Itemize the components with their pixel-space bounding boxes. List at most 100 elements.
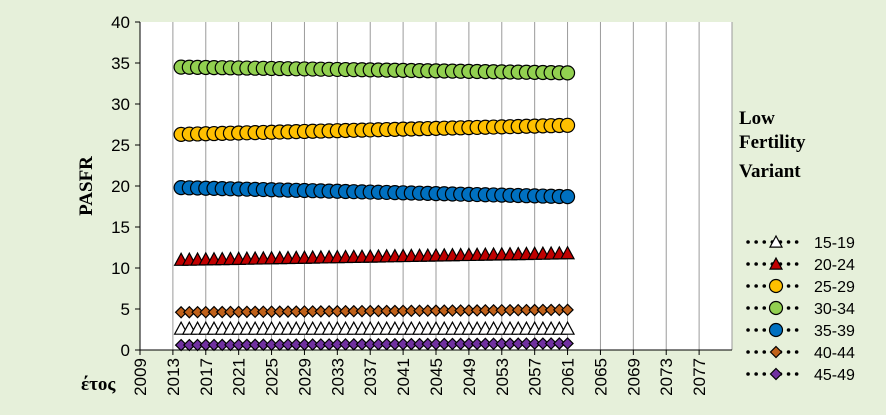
data-point: [298, 338, 311, 351]
axes: 2009 2013 2017 2021 2025 2029 2033 2037 2041 2045…: [111, 13, 732, 396]
legend-marker: [768, 234, 784, 248]
data-point: [552, 337, 566, 350]
x-tick-label: 2029: [295, 358, 314, 396]
x-tick-label: 2017: [197, 358, 216, 396]
y-tick-label: 15: [111, 218, 130, 237]
y-tick-label: 40: [111, 13, 130, 32]
x-tick-label: 2025: [263, 358, 282, 396]
legend-marker: [768, 322, 784, 338]
data-point: [561, 337, 574, 350]
x-tick-label: 2061: [559, 358, 578, 396]
legend-label: 35-39: [814, 323, 855, 340]
legend-label: 25-29: [814, 279, 855, 296]
data-point: [388, 337, 402, 351]
legend-item-20-24: 20-24: [746, 256, 855, 274]
x-tick-label: 2049: [460, 358, 479, 396]
x-tick-label: 2057: [526, 358, 545, 396]
data-point: [224, 338, 237, 352]
data-point: [559, 189, 576, 205]
legend: 15-19 20-24 25-29 30-34 35-39 40-44 45-49: [746, 234, 855, 384]
data-point: [273, 338, 287, 352]
legend-item-45-49: 45-49: [746, 367, 855, 384]
x-tick-label: 2065: [591, 358, 610, 396]
y-tick-label: 20: [111, 177, 130, 196]
data-point: [191, 338, 204, 352]
y-axis-label: PASFR: [76, 156, 97, 216]
data-point: [421, 337, 435, 351]
legend-item-15-19: 15-19: [746, 234, 855, 252]
data-point: [289, 338, 303, 351]
legend-marker: [768, 256, 784, 270]
y-tick-label: 10: [111, 259, 130, 278]
x-tick-label: 2037: [361, 358, 380, 396]
series-35-39: [173, 180, 576, 205]
legend-item-35-39: 35-39: [746, 322, 855, 340]
data-point: [454, 337, 468, 351]
data-point: [396, 337, 410, 351]
data-point: [511, 337, 525, 350]
data-point: [478, 337, 492, 351]
legend-item-40-44: 40-44: [746, 345, 855, 362]
data-point: [174, 338, 188, 352]
data-point: [199, 338, 213, 352]
plot-area: [173, 59, 576, 352]
data-point: [446, 337, 459, 351]
x-tick-label: 2041: [394, 358, 413, 396]
legend-label: 20-24: [814, 257, 855, 274]
x-tick-label: 2013: [164, 358, 183, 396]
x-tick-label: 2073: [657, 358, 676, 396]
legend-marker: [768, 300, 784, 316]
data-point: [536, 337, 550, 350]
series-20-24: [173, 245, 576, 266]
data-point: [240, 338, 254, 352]
data-point: [560, 245, 576, 260]
data-point: [380, 337, 394, 351]
data-point: [437, 337, 451, 351]
data-point: [404, 337, 418, 351]
legend-marker: [768, 278, 784, 294]
data-point: [314, 338, 328, 351]
x-tick-label: 2033: [328, 358, 347, 396]
data-point: [503, 337, 517, 351]
data-point: [413, 337, 426, 351]
data-point: [182, 338, 196, 352]
data-point: [248, 338, 262, 352]
data-point: [495, 337, 509, 351]
legend-item-30-34: 30-34: [746, 300, 855, 318]
x-tick-label: 2009: [131, 358, 150, 396]
data-point: [339, 338, 352, 351]
chart-title-line-2: Fertility: [739, 132, 806, 153]
data-point: [528, 337, 542, 350]
legend-marker: [769, 367, 783, 381]
labels: PASFR έτος Low Fertility Variant: [76, 108, 806, 395]
series-15-19: [173, 320, 576, 335]
data-point: [330, 338, 344, 351]
x-tick-label: 2077: [690, 358, 709, 396]
data-point: [355, 337, 369, 351]
data-point: [265, 338, 278, 352]
legend-label: 15-19: [814, 235, 855, 252]
data-point: [207, 338, 221, 352]
legend-item-25-29: 25-29: [746, 278, 855, 296]
data-point: [232, 338, 246, 352]
y-tick-label: 0: [121, 341, 130, 360]
data-point: [347, 337, 361, 351]
x-tick-label: 2021: [230, 358, 249, 396]
data-point: [487, 337, 500, 351]
x-tick-label: 2045: [427, 358, 446, 396]
legend-label: 30-34: [814, 301, 855, 318]
data-point: [462, 337, 476, 351]
x-tick-label: 2053: [493, 358, 512, 396]
chart-title-line-1: Low: [739, 108, 775, 129]
data-point: [281, 338, 295, 351]
data-point: [372, 337, 385, 351]
data-point: [363, 337, 377, 351]
legend-label: 45-49: [814, 367, 855, 384]
y-tick-label: 5: [121, 300, 130, 319]
chart-title-line-3: Variant: [739, 161, 801, 182]
legend-marker: [769, 345, 783, 359]
x-tick-label: 2069: [624, 358, 643, 396]
series-45-49: [174, 337, 574, 352]
